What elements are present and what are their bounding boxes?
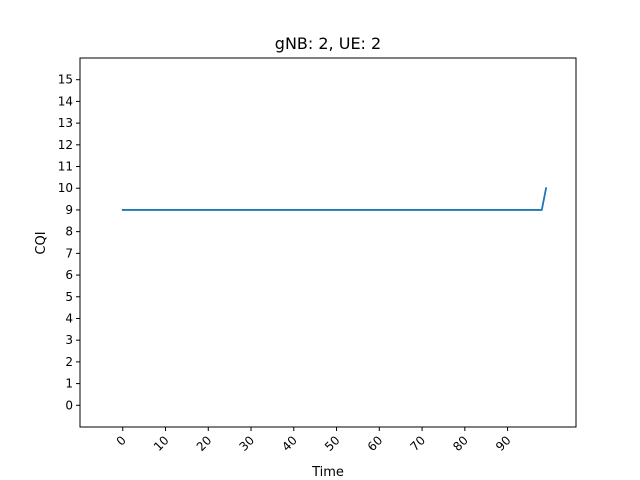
y-tick-label: 5 xyxy=(65,290,73,304)
y-tick-label: 11 xyxy=(58,160,73,174)
y-axis-label: CQI xyxy=(34,231,49,254)
y-tick-label: 15 xyxy=(58,73,73,87)
chart-title: gNB: 2, UE: 2 xyxy=(275,34,381,53)
y-tick-label: 10 xyxy=(58,181,73,195)
y-tick-label: 3 xyxy=(65,333,73,347)
y-tick-label: 1 xyxy=(65,377,73,391)
y-tick-label: 7 xyxy=(65,246,73,260)
x-axis-label: Time xyxy=(311,465,344,480)
y-tick-label: 12 xyxy=(58,138,73,152)
series-line xyxy=(121,187,548,211)
y-tick-label: 9 xyxy=(65,203,73,217)
y-tick-label: 6 xyxy=(65,268,73,282)
y-tick-label: 14 xyxy=(58,94,73,108)
plot-frame xyxy=(79,57,577,428)
y-tick-label: 0 xyxy=(65,398,73,412)
y-tick-label: 8 xyxy=(65,225,73,239)
y-tick-label: 2 xyxy=(65,355,73,369)
y-tick-label: 13 xyxy=(58,116,73,130)
plot-area xyxy=(121,187,548,211)
y-tick-label: 4 xyxy=(65,311,73,325)
